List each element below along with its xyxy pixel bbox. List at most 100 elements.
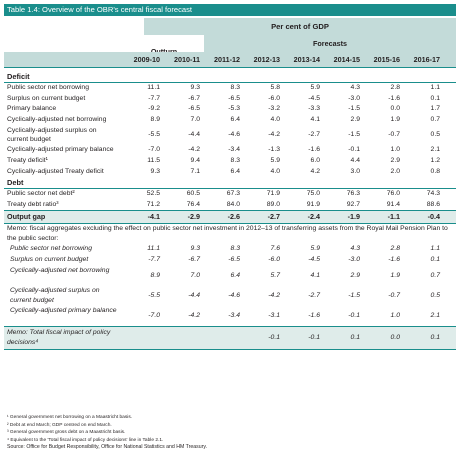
cell-value: 0.0	[390, 333, 400, 341]
cell-value: 76.0	[386, 190, 400, 198]
cell-value: 7.1	[190, 167, 200, 175]
table-row: Cyclically-adjusted Treaty deficit 9.3 7.1…	[4, 167, 456, 178]
cell-value: 89.0	[266, 200, 280, 208]
cell-value: 4.2	[310, 167, 320, 175]
row-label: Public sector net debt²	[7, 190, 75, 198]
cell-value: -4.4	[188, 291, 200, 299]
cell-value: -5.5	[148, 131, 160, 139]
memo-rows: Public sector net borrowing 11.1 9.3 8.3 7.6…	[4, 244, 456, 325]
cell-value: 76.3	[346, 190, 360, 198]
table-row: Cyclically-adjusted surplus on current b…	[4, 125, 456, 145]
cell-value: 9.3	[150, 167, 160, 175]
cell-value: -6.5	[228, 255, 240, 263]
cell-value: -4.2	[188, 146, 200, 154]
cell-value: 0.7	[430, 115, 440, 123]
cell-value: 6.0	[310, 156, 320, 164]
cell-value: -4.2	[188, 311, 200, 319]
row-label: Treaty deficit¹	[7, 156, 48, 164]
table-row: Primary balance -9.2 -6.5 -5.3 -3.2 -3.3 -1.5 0…	[4, 104, 456, 115]
table-row: Public sector net debt² 52.5 60.5 67.3 71.9 7…	[4, 189, 456, 200]
cell-value: -5.3	[228, 105, 240, 113]
cell-value: -0.1	[348, 311, 360, 319]
cell-value: 71.9	[266, 190, 280, 198]
cell-value: -2.7	[308, 291, 320, 299]
cell-value: -2.6	[227, 212, 240, 222]
cell-value: -2.9	[187, 212, 200, 222]
cell-value: 1.2	[430, 156, 440, 164]
cell-value: 4.1	[310, 271, 320, 279]
cell-value: -3.3	[308, 105, 320, 113]
cell-value: 0.1	[430, 94, 440, 102]
cell-value: -3.4	[228, 311, 240, 319]
row-label: Cyclically-adjusted Treaty deficit	[7, 167, 104, 175]
cell-value: 1.0	[390, 146, 400, 154]
cell-value: 91.9	[306, 200, 320, 208]
cell-value: 1.7	[430, 105, 440, 113]
row-label: Cyclically-adjusted primary balance	[10, 307, 117, 315]
table-row: Treaty debt ratio³ 71.2 76.4 84.0 89.0 91.9 92…	[4, 200, 456, 211]
cell-value: -4.6	[228, 131, 240, 139]
cell-value: 6.4	[230, 167, 240, 175]
table-row: Cyclically-adjusted surplus on current b…	[4, 286, 456, 306]
cell-value: -1.5	[348, 131, 360, 139]
cell-value: 8.3	[230, 245, 240, 253]
table-header: Per cent of GDP Forecasts Outturn 2009-1…	[4, 16, 456, 70]
cell-value: 11.1	[147, 84, 160, 91]
cell-value: -6.7	[188, 255, 200, 263]
year-header: 2009-10	[133, 55, 160, 64]
cell-value: -3.4	[228, 146, 240, 154]
cell-value: 5.7	[270, 271, 280, 279]
cell-value: 7.0	[190, 115, 200, 123]
cell-value: 88.6	[426, 200, 440, 208]
row-label: Public sector net borrowing	[7, 84, 89, 91]
cell-value: -7.0	[148, 311, 160, 319]
row-label: Primary balance	[7, 105, 57, 113]
cell-value: -4.2	[268, 131, 280, 139]
cell-value: 52.5	[146, 190, 160, 198]
cell-value: 0.5	[430, 291, 440, 299]
cell-value: 4.4	[350, 156, 360, 164]
cell-value: 4.0	[270, 167, 280, 175]
cell-value: 6.4	[230, 271, 240, 279]
year-header: 2014-15	[333, 55, 360, 64]
section-heading-deficit: Deficit	[4, 71, 456, 83]
cell-value: -4.4	[188, 131, 200, 139]
cell-value: 67.3	[226, 190, 240, 198]
cell-value: 7.6	[270, 245, 280, 253]
row-label: Cyclically-adjusted net borrowing	[10, 267, 110, 275]
outturn-header: Outturn	[124, 43, 204, 60]
cell-value: 1.9	[390, 115, 400, 123]
row-label: Surplus on current budget	[7, 94, 86, 102]
cell-value: 5.8	[270, 84, 280, 91]
table-row: Cyclically-adjusted net borrowing 8.9 7.0 6…	[4, 266, 456, 286]
cell-value: 1.1	[430, 245, 440, 253]
cell-value: 0.1	[430, 333, 440, 341]
cell-value: 92.7	[346, 200, 360, 208]
cell-value: 9.3	[190, 245, 200, 253]
memo-description: Memo: fiscal aggregates excluding the ef…	[7, 225, 448, 243]
cell-value: 9.3	[190, 84, 200, 91]
cell-value: 4.3	[350, 245, 360, 253]
cell-value: -6.0	[268, 255, 280, 263]
cell-value: -1.3	[268, 146, 280, 154]
cell-value: -3.0	[348, 94, 360, 102]
year-header: 2013-14	[293, 55, 320, 64]
year-header: 2011-12	[214, 55, 240, 64]
cell-value: 91.4	[386, 200, 400, 208]
cell-value: 2.0	[390, 167, 400, 175]
table-row: Cyclically-adjusted primary balance -7.0 -…	[4, 145, 456, 156]
year-header: 2015-16	[373, 55, 400, 64]
cell-value: -4.6	[228, 291, 240, 299]
cell-value: -1.6	[388, 94, 400, 102]
forecasts-header: Forecasts	[204, 35, 456, 52]
cell-value: 4.0	[270, 115, 280, 123]
cell-value: 2.9	[390, 156, 400, 164]
output-gap-row: Output gap -4.1 -2.9 -2.6 -2.7 -2.4 -1.9 -1.1 -…	[4, 210, 456, 225]
cell-value: 84.0	[226, 200, 240, 208]
table-row: Treaty deficit¹ 11.5 9.4 8.3 5.9 6.0 4.4 2.9 1.2	[4, 156, 456, 167]
year-header: 2012-13	[253, 55, 280, 64]
source-note: Source: Office for Budget Responsibility…	[7, 444, 207, 451]
cell-value: 8.9	[150, 271, 160, 279]
cell-value: 4.3	[350, 84, 360, 91]
cell-value: 8.3	[230, 84, 240, 91]
